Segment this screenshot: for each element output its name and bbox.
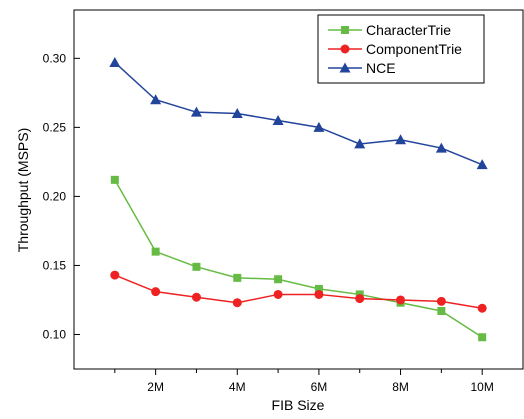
data-point [110,270,120,280]
legend-label: ComponentTrie [366,41,462,57]
legend-label: CharacterTrie [366,22,451,38]
y-tick-label: 0.10 [43,327,67,341]
series-layer [109,56,488,342]
legend-marker [339,62,351,73]
legend-marker [341,26,349,34]
y-tick-label: 0.30 [43,51,67,65]
x-tick-label: 8M [392,380,409,394]
data-point [314,289,324,299]
data-point [190,106,202,117]
series-line [114,61,483,166]
x-tick-label: 10M [471,380,494,394]
legend-entry: NCE [328,60,396,76]
data-point [313,121,325,132]
data-point [151,287,161,297]
series-line [114,179,483,338]
x-tick-label: 4M [229,380,246,394]
data-point [150,94,162,105]
data-point [476,159,488,170]
data-point [355,294,365,304]
legend-marker [340,44,350,54]
legend-entry: CharacterTrie [328,22,451,38]
x-axis-title: FIB Size [272,397,325,413]
series-charactertrie [110,175,487,342]
data-point [272,114,284,125]
data-point [191,292,201,302]
legend: CharacterTrie ComponentTrie NCE [317,14,485,84]
data-point [232,298,242,308]
data-point [477,303,487,313]
x-tick-label: 6M [311,380,328,394]
legend-label: NCE [366,60,396,76]
plot-frame [73,9,524,370]
data-point [231,108,243,119]
data-point [395,134,407,145]
x-axis: 2M 4M 6M 8M 10M [114,369,494,394]
data-point [273,289,283,299]
data-point [192,262,201,271]
data-point [436,296,446,306]
data-point [274,275,283,284]
data-point [314,284,323,293]
data-point [151,247,160,256]
data-point [437,307,446,316]
legend-entry: ComponentTrie [328,41,462,57]
data-point [435,142,447,153]
series-line [114,274,483,309]
y-tick-label: 0.25 [43,120,67,134]
x-tick-label: 2M [147,380,164,394]
data-point [354,138,366,149]
series-componenttrie [110,270,487,313]
series-nce [109,56,488,170]
data-point [396,295,406,305]
data-point [109,56,121,67]
y-axis: 0.10 0.15 0.20 0.25 0.30 [43,51,80,341]
y-axis-title: Throughput (MSPS) [15,128,31,253]
data-point [110,175,119,184]
y-tick-label: 0.20 [43,189,67,203]
data-point [478,333,487,342]
data-point [233,273,242,282]
y-tick-label: 0.15 [43,258,67,272]
